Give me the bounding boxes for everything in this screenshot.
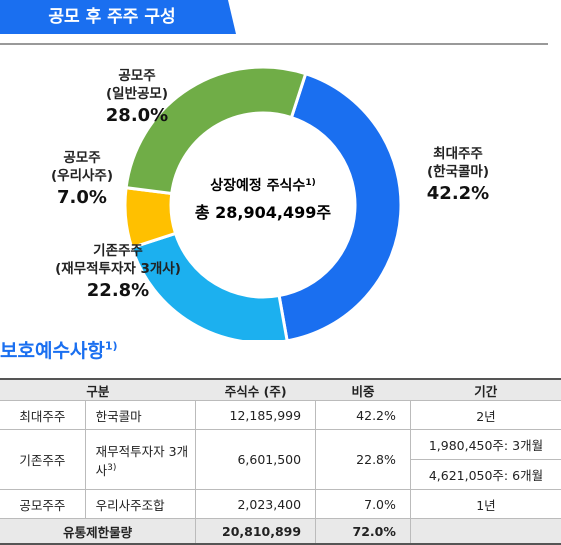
holder-cell: 한국콜마 xyxy=(84,400,196,430)
table-row: 기존주주 재무적투자자 3개사3) 6,601,500 22.8% 1,980,450주… xyxy=(0,429,561,490)
donut-segment xyxy=(124,65,308,196)
segment-label: (일반공모) xyxy=(106,85,168,102)
holder-note: 3) xyxy=(107,462,117,473)
table-row: 4,621,050주: 6개월 xyxy=(0,459,561,490)
holder-cell: 우리사주조합 xyxy=(84,489,196,519)
table-row: 최대주주 한국콜마 12,185,999 42.2% 2년 xyxy=(0,400,561,430)
holder-cell: 재무적투자자 3개사3) xyxy=(84,429,196,490)
shares-cell: 6,601,500 xyxy=(195,429,316,490)
section-text: 보호예수사항 xyxy=(0,340,105,362)
ratio-cell: 7.0% xyxy=(315,489,411,519)
segment-value: 22.8% xyxy=(87,280,149,301)
donut-chart: 상장예정 주식수1) 총 28,904,499주 최대주주 (한국콜마) 42.2%… xyxy=(51,65,489,340)
header-cell: 비중 xyxy=(315,378,411,401)
group-cell: 공모주주 xyxy=(0,489,86,519)
holder-text: 재무적투자자 3개사 xyxy=(95,443,189,478)
header-tab xyxy=(0,0,236,34)
segment-label: 공모주 xyxy=(63,150,100,166)
segment-label: (우리사주) xyxy=(51,168,113,184)
table-row: 공모주주 우리사주조합 2,023,400 7.0% 1년 xyxy=(0,489,561,519)
shares-cell: 2,023,400 xyxy=(195,489,316,519)
ratio-cell: 42.2% xyxy=(315,400,411,430)
total-label: 유통제한물량 xyxy=(0,518,196,545)
period-cell: 1년 xyxy=(409,489,561,519)
total-row: 유통제한물량 20,810,899 72.0% xyxy=(0,518,561,545)
header-cell: 기간 xyxy=(410,378,561,401)
shares-cell: 12,185,999 xyxy=(195,400,316,430)
segment-label: (재무적투자자 3개사) xyxy=(55,260,181,277)
header-cell: 구분 xyxy=(0,378,196,401)
total-ratio: 72.0% xyxy=(315,518,411,545)
center-text: 상장예정 주식수 xyxy=(210,177,305,194)
segment-label: (한국콜마) xyxy=(427,164,489,180)
donut-segment xyxy=(129,231,289,340)
center-total: 총 28,904,499주 xyxy=(195,203,332,222)
segment-value: 42.2% xyxy=(427,183,489,204)
header-bar: 공모 후 주주 구성 xyxy=(0,0,548,45)
period-cell: 4,621,050주: 6개월 xyxy=(409,459,561,490)
group-cell: 최대주주 xyxy=(0,400,86,430)
segment-label: 기존주주 xyxy=(93,243,143,259)
lockup-table: 구분 주식수 (주) 비중 기간 최대주주 한국콜마 12,185,999 42.2% 2년 기존… xyxy=(0,378,561,545)
total-shares: 20,810,899 xyxy=(195,518,316,545)
segment-value: 7.0% xyxy=(57,187,107,208)
header-title: 공모 후 주주 구성 xyxy=(48,6,175,27)
period-cell: 2년 xyxy=(409,400,561,430)
donut-segment xyxy=(277,71,403,340)
segment-label: 공모주 xyxy=(118,68,155,84)
holder-text: 한국콜마 xyxy=(95,408,142,424)
period-cell: 1,980,450주: 3개월 xyxy=(409,429,561,460)
section-title: 보호예수사항1) xyxy=(0,336,118,363)
segment-value: 28.0% xyxy=(106,105,168,126)
section-note: 1) xyxy=(104,339,118,353)
center-label: 상장예정 주식수1) xyxy=(210,177,315,194)
header-row: 구분 주식수 (주) 비중 기간 xyxy=(0,378,561,401)
ratio-cell: 22.8% xyxy=(315,429,411,490)
group-cell: 기존주주 xyxy=(0,429,86,490)
segment-label: 최대주주 xyxy=(433,146,483,162)
holder-text: 우리사주조합 xyxy=(95,497,165,513)
total-period xyxy=(409,518,561,545)
header-cell: 주식수 (주) xyxy=(195,378,316,401)
center-note: 1) xyxy=(305,178,315,188)
